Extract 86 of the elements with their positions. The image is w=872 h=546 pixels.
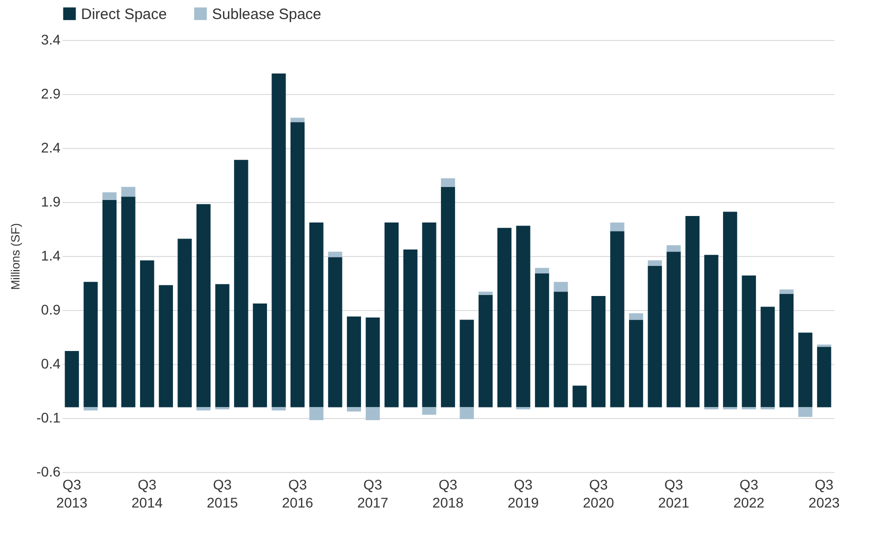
bar <box>779 294 794 408</box>
bar <box>102 192 117 200</box>
x-tick-label: Q3 2014 <box>132 476 163 510</box>
bar <box>272 73 286 408</box>
bar <box>666 245 681 252</box>
x-tick-label: Q3 2020 <box>582 476 614 510</box>
bar <box>478 294 493 408</box>
bar <box>440 178 456 187</box>
legend-label: Direct Space <box>81 6 167 23</box>
bar <box>215 284 230 408</box>
bar <box>798 332 812 408</box>
x-tick-label: Q3 2022 <box>733 476 765 510</box>
bar <box>121 196 136 408</box>
y-tick-label: 0.4 <box>41 356 61 372</box>
legend-label: Sublease Space <box>212 6 322 23</box>
bar <box>760 306 775 408</box>
bar <box>384 222 399 408</box>
bar <box>84 407 98 410</box>
bar <box>328 252 342 258</box>
bar <box>534 268 550 274</box>
y-tick-label: 3.4 <box>41 32 61 48</box>
bar <box>309 222 324 408</box>
x-tick-label: Q3 2018 <box>432 476 464 510</box>
bar <box>196 407 211 410</box>
bar <box>158 285 173 408</box>
bar <box>629 313 644 320</box>
bar <box>460 407 474 420</box>
bar <box>817 346 832 408</box>
x-tick-label: Q3 2013 <box>56 476 88 510</box>
bar <box>554 292 568 408</box>
x-tick-label: Q3 2015 <box>206 476 238 510</box>
bar <box>610 231 624 408</box>
x-tick-label: Q3 2021 <box>658 476 690 510</box>
bar <box>366 407 380 420</box>
bar <box>422 407 436 415</box>
y-tick-label: -0.6 <box>36 464 61 480</box>
bar <box>290 122 305 408</box>
bar <box>178 238 192 408</box>
bar <box>290 118 305 122</box>
y-tick-label: 2.4 <box>41 140 61 156</box>
bar <box>610 222 624 232</box>
bar <box>742 275 756 408</box>
bar <box>121 186 136 197</box>
y-tick-label: 1.9 <box>41 194 61 210</box>
bar <box>497 228 512 408</box>
bar <box>403 250 418 408</box>
bar <box>196 204 211 408</box>
bar <box>422 222 436 408</box>
bar <box>102 200 117 408</box>
bar <box>234 160 248 408</box>
bar <box>629 320 644 408</box>
bar <box>534 273 550 408</box>
bar <box>84 282 98 408</box>
bar <box>64 351 79 408</box>
bar <box>572 386 587 408</box>
bar <box>516 226 530 408</box>
bar <box>779 289 794 294</box>
bar <box>309 407 324 420</box>
bar <box>272 407 286 410</box>
bar <box>798 407 812 417</box>
bar <box>328 257 342 408</box>
bar <box>723 212 738 408</box>
x-tick-label: Q3 2017 <box>357 476 389 510</box>
bar <box>346 407 362 412</box>
bar <box>252 304 267 408</box>
bar <box>554 282 568 292</box>
y-tick-label: 2.9 <box>41 86 61 102</box>
bar <box>648 266 662 408</box>
x-tick-label: Q3 2023 <box>808 476 840 510</box>
bar <box>704 254 718 408</box>
y-tick-label: -0.1 <box>36 410 61 426</box>
y-axis-title: Millions (SF) <box>8 223 22 290</box>
bar <box>366 318 380 408</box>
y-tick-label: 0.9 <box>41 302 61 318</box>
bar <box>460 320 474 408</box>
bar <box>440 186 456 408</box>
bar <box>591 296 606 408</box>
bar <box>648 260 662 266</box>
bar <box>685 216 700 408</box>
bar <box>346 316 362 408</box>
bar <box>666 252 681 408</box>
x-tick-label: Q3 2019 <box>508 476 540 510</box>
bar <box>140 260 154 408</box>
bar <box>478 292 493 295</box>
x-tick-label: Q3 2016 <box>282 476 314 510</box>
y-tick-label: 1.4 <box>41 248 61 264</box>
